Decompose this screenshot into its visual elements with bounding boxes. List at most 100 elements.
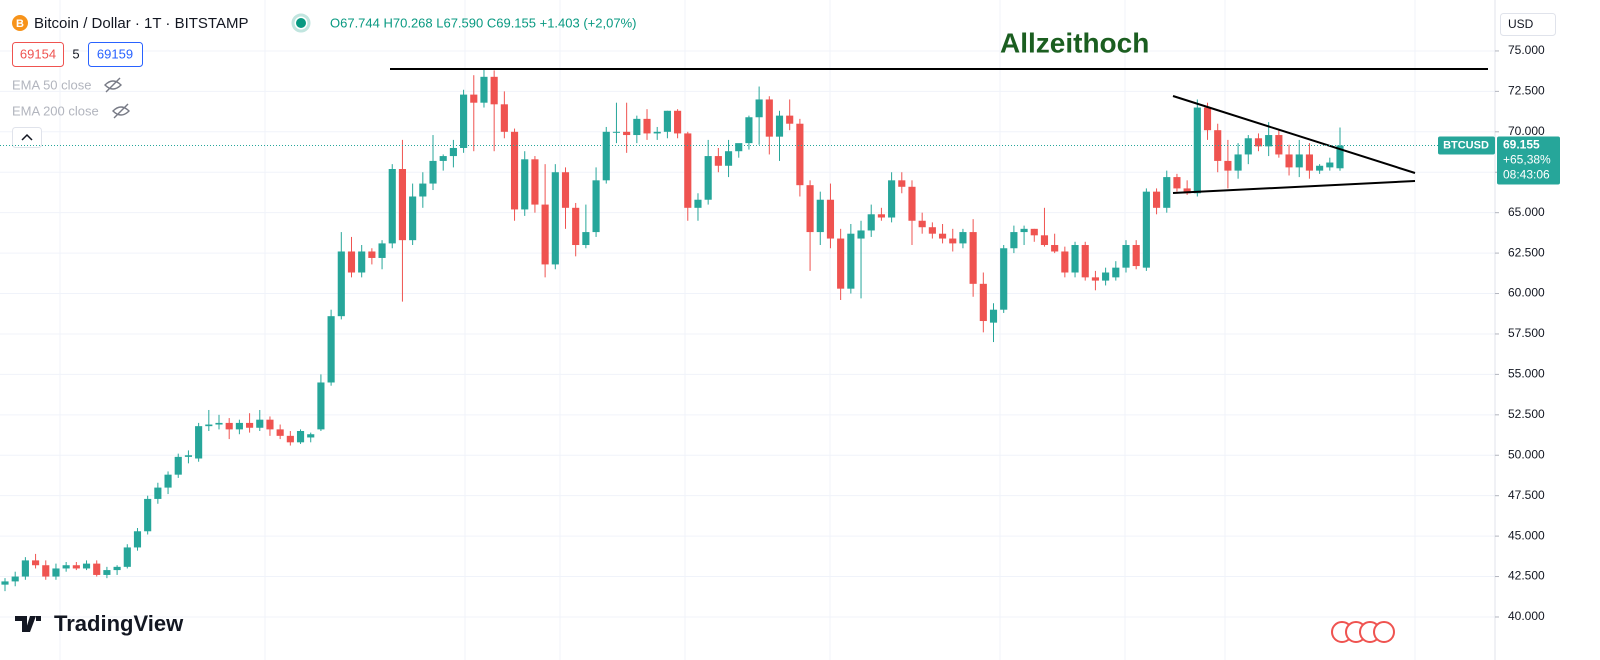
sell-button[interactable] bbox=[12, 42, 64, 67]
candle-body bbox=[989, 309, 998, 323]
bid[interactable]: 69154 bbox=[20, 46, 56, 61]
candle-body bbox=[1183, 188, 1191, 194]
ohlc: O67.744 H70.268 L67.590 C69.155 +1.403 (… bbox=[330, 15, 636, 30]
candle-body bbox=[643, 118, 651, 134]
candle-body bbox=[857, 230, 865, 239]
price-tag: BTCUSD 69.155+65,38%08:43:06 bbox=[0, 136, 1560, 185]
candle-body bbox=[144, 498, 152, 532]
candle-body bbox=[898, 180, 906, 187]
annotation: Allzeithoch bbox=[1000, 27, 1149, 58]
candle-body bbox=[1193, 107, 1201, 194]
y-tick-label: 72.500 bbox=[1508, 84, 1545, 98]
candle-body bbox=[409, 196, 417, 241]
hidden-icon[interactable] bbox=[112, 103, 130, 119]
candle-body bbox=[184, 455, 193, 457]
candle-body bbox=[1285, 154, 1293, 168]
candle-body bbox=[500, 104, 508, 132]
candle-body bbox=[663, 110, 671, 132]
candle-body bbox=[195, 426, 203, 459]
candle-body bbox=[1112, 267, 1120, 278]
candle-body bbox=[745, 117, 753, 144]
candle-body bbox=[1265, 135, 1273, 147]
candle-body bbox=[1061, 251, 1069, 273]
ticker-box bbox=[1438, 136, 1495, 155]
ask[interactable]: 69159 bbox=[97, 46, 133, 61]
y-tick-label: 50.000 bbox=[1508, 447, 1545, 461]
candle-body bbox=[1305, 154, 1313, 171]
y-tick-label: 57.500 bbox=[1508, 326, 1545, 340]
candle-body bbox=[1224, 160, 1232, 171]
overlay: Allzeithoch bbox=[390, 27, 1488, 194]
candle-body bbox=[755, 99, 763, 118]
buy-button[interactable] bbox=[88, 42, 143, 67]
candle-body bbox=[1091, 277, 1099, 281]
candle-body bbox=[21, 560, 29, 577]
brand: TradingView bbox=[54, 611, 184, 636]
candle-body bbox=[541, 204, 549, 265]
candle-body bbox=[1, 581, 9, 585]
y-tick-label: 45.000 bbox=[1508, 528, 1545, 542]
candle-body bbox=[786, 115, 794, 124]
candle-body bbox=[470, 94, 478, 103]
candle-body bbox=[602, 131, 610, 181]
candle-body bbox=[1214, 130, 1222, 161]
candle-body bbox=[826, 199, 835, 239]
candle-body bbox=[1132, 245, 1140, 267]
market-status[interactable] bbox=[296, 18, 306, 28]
indicator[interactable]: EMA 50 close bbox=[12, 77, 92, 92]
candle-body bbox=[1010, 232, 1018, 249]
candle-body bbox=[837, 238, 845, 289]
price-grid bbox=[0, 50, 1495, 618]
candle-body bbox=[928, 227, 936, 234]
candle-body bbox=[704, 156, 712, 200]
candle-body bbox=[205, 424, 213, 427]
candle-body bbox=[1244, 138, 1252, 155]
countdown: 08:43:06 bbox=[1503, 168, 1550, 182]
symbol-title[interactable]: Bitcoin / Dollar · 1T · BITSTAMP bbox=[34, 15, 249, 32]
candle-body bbox=[113, 566, 121, 571]
y-tick-label: 40.000 bbox=[1508, 609, 1545, 623]
candle-body bbox=[72, 565, 80, 569]
candle-body bbox=[918, 220, 926, 228]
collapse-icon bbox=[21, 133, 33, 141]
indicator[interactable]: EMA 200 close bbox=[12, 103, 99, 118]
candle-body bbox=[633, 118, 641, 136]
triangle-upper bbox=[1172, 95, 1416, 174]
candle-body bbox=[1081, 245, 1089, 278]
candle-body bbox=[724, 151, 733, 166]
candle-body bbox=[888, 180, 896, 218]
candle-body bbox=[225, 422, 233, 430]
candle-body bbox=[1020, 228, 1028, 233]
collapse-button[interactable] bbox=[12, 127, 42, 148]
candle-body bbox=[52, 568, 60, 577]
candles bbox=[1, 68, 1344, 592]
last-price: 69.155 bbox=[1503, 138, 1540, 152]
candle-body bbox=[1275, 135, 1283, 155]
candle-body bbox=[775, 115, 784, 137]
y-tick-label: 75.000 bbox=[1508, 43, 1545, 57]
candle-body bbox=[337, 251, 345, 317]
candle-body bbox=[235, 422, 243, 430]
candle-body bbox=[327, 316, 335, 383]
candle-body bbox=[653, 131, 661, 134]
candle-body bbox=[684, 133, 692, 208]
candle-body bbox=[1051, 245, 1059, 252]
y-tick-label: 52.500 bbox=[1508, 407, 1545, 421]
y-tick-label: 70.000 bbox=[1508, 124, 1545, 138]
candle-body bbox=[388, 169, 396, 244]
change: +65,38% bbox=[1503, 153, 1551, 167]
currency[interactable]: USD bbox=[1508, 17, 1534, 31]
y-tick-label: 60.000 bbox=[1508, 286, 1545, 300]
candle-body bbox=[959, 232, 967, 244]
candle-body bbox=[1142, 191, 1150, 268]
coin-icon bbox=[12, 15, 28, 31]
currency-select[interactable] bbox=[1500, 13, 1556, 36]
candle-body bbox=[969, 232, 977, 284]
candle-body bbox=[694, 199, 702, 208]
hidden-icon[interactable] bbox=[104, 77, 122, 93]
flags[interactable] bbox=[1331, 621, 1395, 643]
candle-body bbox=[1173, 177, 1181, 189]
candle-body bbox=[1203, 107, 1212, 131]
y-tick-label: 42.500 bbox=[1508, 569, 1545, 583]
candle-body bbox=[938, 233, 947, 239]
